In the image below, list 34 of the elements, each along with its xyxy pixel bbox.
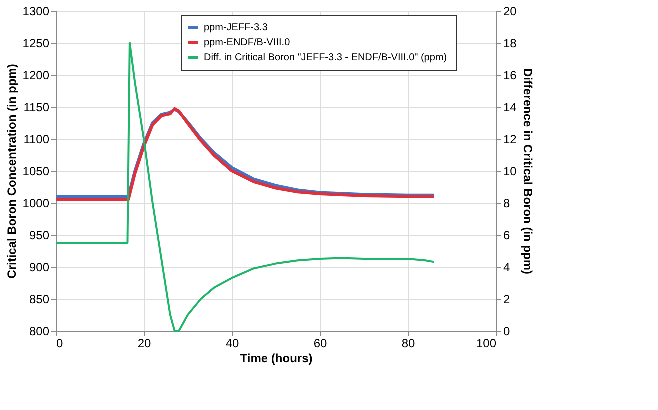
legend-label: Diff. in Critical Boron "JEFF-3.3 - ENDF/B-VIII.0" (ppm) (204, 52, 448, 64)
x-axis-title: Time (hours) (240, 352, 313, 366)
y-tick-label: 1100 (24, 132, 50, 146)
y2-tick-label: 12 (504, 132, 518, 146)
y-tick-label: 1200 (22, 68, 50, 82)
x-tick-label: 20 (138, 336, 152, 350)
y-tick-label: 1250 (22, 36, 50, 50)
x-tick-label: 0 (56, 336, 64, 350)
y2-tick-label: 0 (504, 324, 510, 338)
y-tick-label: 1300 (22, 4, 50, 18)
y2-tick-label: 8 (504, 196, 510, 210)
y2-tick-label: 6 (504, 228, 510, 242)
y-tick-label: 850 (29, 292, 50, 306)
y-tick-label: 800 (29, 324, 50, 338)
legend-label: ppm-ENDF/B-VIII.0 (204, 38, 291, 48)
y2-tick-label: 4 (504, 260, 510, 274)
y2-tick-label: 16 (504, 68, 518, 82)
y-tick-label: 1050 (22, 164, 50, 178)
y2-tick-label: 20 (504, 4, 518, 18)
y2-tick-label: 18 (504, 36, 518, 50)
y-axis-title: Critical Boron Concentration (in ppm) (4, 64, 19, 279)
y2-tick-label: 10 (504, 164, 518, 178)
y2-tick-label: 2 (504, 292, 510, 306)
y2-axis-title: Difference in Critical Boron (in ppm) (520, 68, 535, 275)
x-tick-label: 60 (314, 336, 328, 350)
legend-label: ppm-JEFF-3.3 (204, 22, 268, 34)
y-tick-label: 900 (29, 260, 50, 274)
y-tick-label: 1150 (24, 100, 50, 114)
y-tick-label: 950 (29, 228, 50, 242)
y-tick-label: 1000 (22, 196, 50, 210)
x-tick-label: 80 (402, 336, 416, 350)
y2-tick-label: 14 (504, 100, 518, 114)
x-tick-label: 40 (226, 336, 240, 350)
x-tick-label: 100 (476, 336, 497, 350)
